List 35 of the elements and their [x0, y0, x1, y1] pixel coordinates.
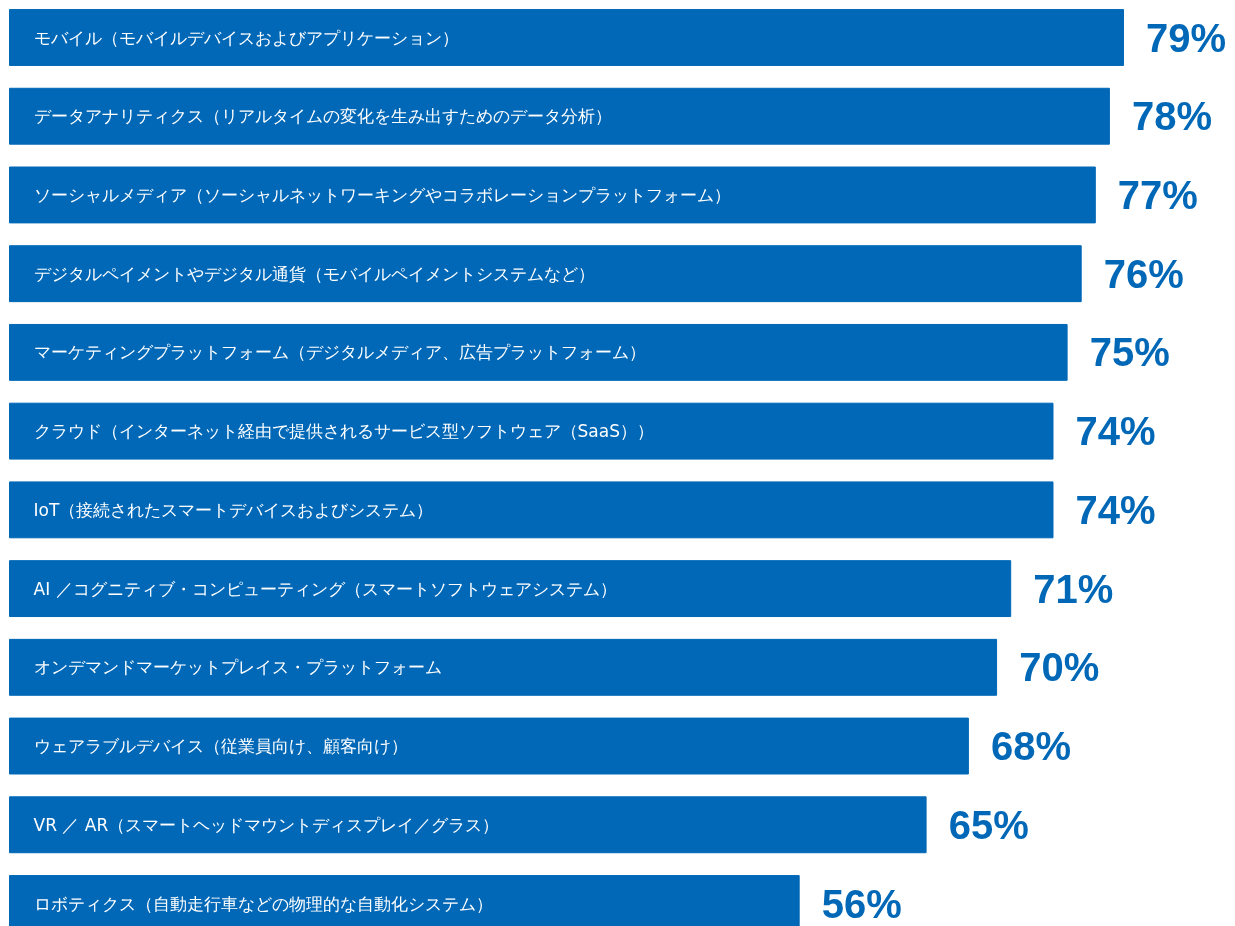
data-label: 78% [1131, 94, 1213, 139]
bar [9, 87, 1110, 145]
bar [9, 245, 1082, 303]
data-label: 65% [948, 802, 1029, 847]
y-tick-label: クラウド（インターネット経由で提供されるサービス型ソフトウェア（SaaS）） [33, 421, 654, 442]
bar [9, 323, 1068, 381]
y-tick-label: IoT（接続されたスマートデバイスおよびシステム） [33, 499, 434, 520]
bar [9, 717, 969, 775]
y-tick-label: ソーシャルメディア（ソーシャルネットワーキングやコラボレーションプラットフォーム） [33, 184, 731, 205]
data-label: 71% [1033, 566, 1114, 611]
data-label: 70% [1019, 645, 1100, 690]
y-tick-label: AI ／コグニティブ・コンピューティング（スマートソフトウェアシステム） [33, 578, 617, 599]
bar [9, 166, 1096, 224]
bar [9, 796, 927, 854]
data-label: 56% [821, 881, 902, 926]
data-label: 74% [1075, 487, 1156, 532]
y-tick-label: VR ／ AR（スマートヘッドマウントディスプレイ／グラス） [33, 814, 500, 835]
data-label: 76% [1103, 251, 1184, 296]
y-tick-label: マーケティングプラットフォーム（デジタルメディア、広告プラットフォーム） [33, 342, 646, 363]
bar [9, 9, 1124, 66]
bar [9, 481, 1054, 539]
y-tick-label: ウェアラブルデバイス（従業員向け、顧客向け） [33, 736, 408, 757]
data-label: 74% [1075, 409, 1156, 454]
bar [9, 638, 998, 696]
y-tick-label: オンデマンドマーケットプレイス・プラットフォーム [33, 657, 442, 678]
data-label: 75% [1089, 330, 1170, 375]
y-tick-label: ロボティクス（自動走行車などの物理的な自動化システム） [33, 893, 493, 914]
data-label: 68% [990, 724, 1072, 769]
bar [9, 560, 1012, 618]
data-label: 77% [1117, 172, 1198, 217]
bar [9, 402, 1054, 460]
data-label: 79% [1146, 15, 1227, 60]
y-tick-label: デジタルペイメントやデジタル通貨（モバイルペイメントシステムなど） [33, 263, 595, 284]
y-tick-label: モバイル（モバイルデバイスおよびアプリケーション） [33, 27, 459, 48]
y-tick-label: データアナリティクス（リアルタイムの変化を生み出すためのデータ分析） [33, 106, 612, 127]
